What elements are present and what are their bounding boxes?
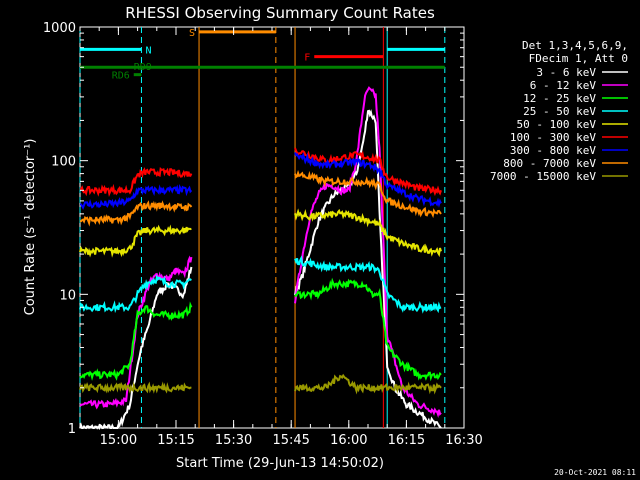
y-tick-label: 1 [68,422,76,437]
series-line [294,208,442,258]
series-line [294,277,442,382]
axes: 15:00 15:15 15:30 15:45 16:00 16:15 16:30 1 10 10… [43,21,483,448]
legend-entry-label: 6 - 12 keV [530,79,597,92]
x-axis-label: Start Time (29-Jun-13 14:50:02) [176,456,384,471]
x-tick-label: 15:45 [272,433,309,448]
state-bar-label: S [189,28,195,39]
legend-header: FDecim 1, Att 0 [529,52,628,65]
chart-title: RHESSI Observing Summary Count Rates [125,4,435,22]
legend-entry-label: 300 - 800 keV [510,144,596,157]
series-line [294,169,442,219]
legend-entry-label: 100 - 300 keV [510,131,596,144]
legend-entry-label: 25 - 50 keV [523,105,596,118]
state-bar-label: N [145,45,151,56]
footer-date: 20-Oct-2021 08:11 [554,468,636,477]
x-tick-label: 15:30 [215,433,252,448]
y-tick-label: 100 [51,155,76,170]
y-tick-label: 10 [59,288,76,303]
series-line [294,147,442,197]
series-line [294,86,442,419]
series-line [294,152,442,208]
x-tick-label: 16:15 [388,433,425,448]
legend-entry-label: 7000 - 15000 keV [490,170,596,183]
series-line [79,224,192,258]
legend-entry-label: 50 - 100 keV [517,118,597,131]
legend-entry-label: 12 - 25 keV [523,92,596,105]
legend-header: Det 1,3,4,5,6,9, [522,39,628,52]
state-bar-label: RD9 [134,62,152,73]
series-line [294,109,442,429]
y-tick-label: 1000 [43,21,76,36]
series-line [294,373,442,395]
state-bar-label: RD6 [112,71,130,82]
state-bars: N S F RD9 RD6 [80,28,445,82]
legend: Det 1,3,4,5,6,9,FDecim 1, Att 03 - 6 keV… [490,39,628,183]
x-tick-label: 15:15 [157,433,194,448]
state-bar-label: F [304,53,310,64]
series-line [79,381,192,394]
series-line [79,200,193,227]
series-line [79,274,192,314]
series-line [79,166,193,198]
series-line [79,184,193,210]
x-tick-label: 16:00 [330,433,367,448]
series-line [79,301,193,381]
x-tick-label: 15:00 [100,433,137,448]
y-axis-label: Count Rate (s⁻¹ detector⁻¹) [23,139,38,316]
x-tick-label: 16:30 [445,433,482,448]
legend-entry-label: 800 - 7000 keV [503,157,596,170]
legend-entry-label: 3 - 6 keV [536,66,596,79]
series-line [294,255,442,314]
